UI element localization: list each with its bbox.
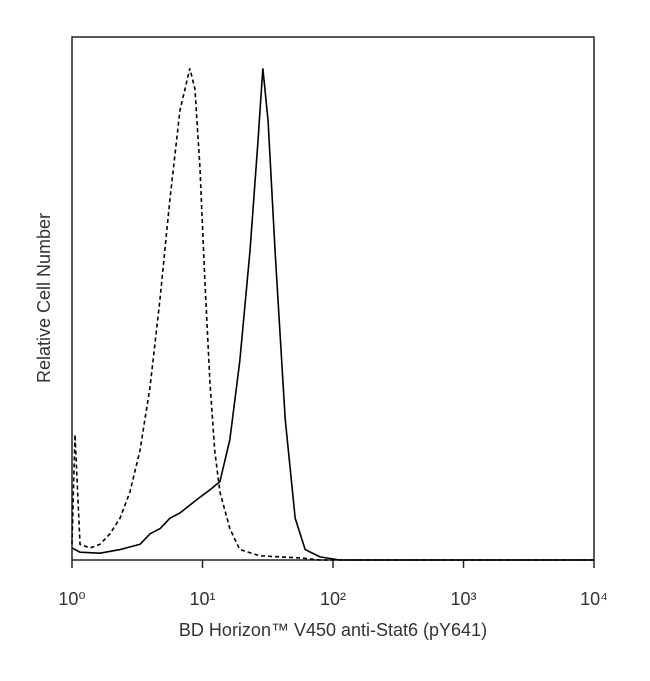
x-tick-label: 10² xyxy=(320,589,346,609)
plot-frame xyxy=(71,36,595,561)
x-axis-label: BD Horizon™ V450 anti-Stat6 (pY641) xyxy=(179,620,487,640)
y-axis-label: Relative Cell Number xyxy=(34,213,54,383)
x-tick-label: 10¹ xyxy=(189,589,215,609)
x-tick-label: 10³ xyxy=(450,589,476,609)
histogram-line xyxy=(71,68,594,561)
histogram-line xyxy=(71,68,594,561)
x-tick-label: 10⁴ xyxy=(580,589,608,609)
x-tick-label: 10⁰ xyxy=(58,589,85,609)
